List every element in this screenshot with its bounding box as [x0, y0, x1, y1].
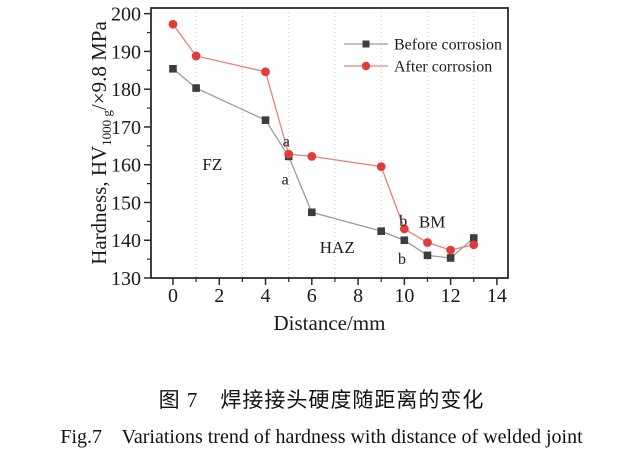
- annotation-fz: FZ: [202, 155, 222, 174]
- legend-label: After corrosion: [394, 59, 492, 76]
- y-tick-label: 150: [111, 192, 141, 214]
- data-point-square: [400, 236, 409, 245]
- x-tick-label: 8: [353, 285, 363, 307]
- data-point-circle: [168, 19, 178, 29]
- legend-marker-square: [362, 40, 370, 48]
- y-tick-label: 190: [111, 41, 141, 63]
- x-tick-label: 2: [214, 285, 224, 307]
- data-point-circle: [446, 245, 456, 255]
- data-point-circle: [284, 149, 294, 159]
- hardness-distance-chart: 0 2 4 6 8 10 12 14 Distance/mm 130 140 150 160 170 180…: [87, 4, 509, 335]
- annotation-bm: BM: [419, 212, 445, 231]
- data-point-circle: [423, 238, 432, 247]
- plot-frame: [150, 7, 509, 279]
- data-point-square: [469, 234, 478, 242]
- data-point-square: [377, 227, 386, 235]
- annotation-a-lower: a: [282, 172, 289, 189]
- x-axis-title: Distance/mm: [274, 311, 386, 335]
- x-tick-label: 14: [487, 285, 507, 307]
- y-axis-title-suffix: /×9.8 MPa: [87, 21, 111, 111]
- annotation-b-upper: b: [399, 213, 407, 230]
- data-point-circle: [307, 152, 317, 161]
- y-axis-title-prefix: Hardness, HV: [87, 146, 111, 265]
- series-line: [172, 68, 475, 259]
- data-point-square: [308, 208, 316, 217]
- legend: Before corrosion After corrosion: [344, 37, 502, 76]
- data-point-circle: [469, 240, 479, 250]
- data-point-circle: [376, 162, 386, 172]
- data-point-square: [169, 64, 177, 73]
- series-after-corrosion: [168, 19, 479, 255]
- caption-english: Fig.7 Variations trend of hardness with …: [60, 426, 583, 448]
- series-before-corrosion: [169, 64, 478, 262]
- data-point-circle: [399, 224, 409, 234]
- data-point-square: [446, 254, 455, 262]
- data-point-square: [261, 116, 270, 124]
- y-tick-label: 130: [111, 268, 141, 290]
- series-line: [172, 23, 474, 251]
- y-tick-label: 170: [111, 117, 141, 139]
- y-tick-label: 140: [111, 230, 141, 252]
- y-tick-label: 200: [111, 4, 141, 26]
- annotations: FZ HAZ BM a a b b: [202, 134, 445, 268]
- data-point-square: [423, 251, 432, 260]
- data-point-circle: [261, 67, 270, 77]
- annotation-b-lower: b: [398, 251, 406, 268]
- annotation-a-upper: a: [283, 134, 290, 151]
- y-tick-label: 160: [111, 155, 141, 177]
- data-point-circle: [191, 51, 201, 61]
- x-axis: 0 2 4 6 8 10 12 14 Distance/mm: [168, 278, 507, 335]
- annotation-haz: HAZ: [320, 238, 355, 257]
- y-axis-title-subscript: 1000 g: [99, 110, 114, 146]
- chart-canvas: 0 2 4 6 8 10 12 14 Distance/mm 130 140 150 160 170 180…: [87, 4, 509, 335]
- x-tick-label: 0: [168, 285, 178, 307]
- y-axis-title: Hardness, HV1000 g/×9.8 MPa: [87, 21, 114, 265]
- data-point-square: [192, 84, 200, 92]
- y-tick-label: 180: [111, 79, 141, 101]
- legend-marker-circle: [361, 61, 371, 71]
- caption-chinese: 图 7 焊接接头硬度随距离的变化: [158, 388, 485, 412]
- legend-label: Before corrosion: [394, 37, 502, 54]
- x-tick-label: 12: [441, 285, 461, 307]
- x-tick-label: 6: [307, 285, 317, 307]
- x-tick-label: 4: [261, 285, 271, 307]
- x-tick-label: 10: [394, 285, 414, 307]
